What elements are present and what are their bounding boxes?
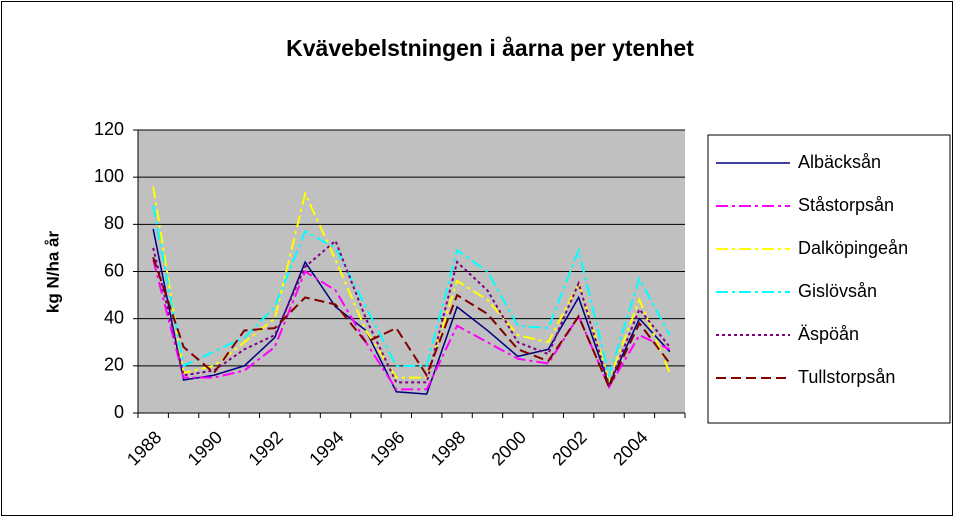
- y-tick-label: 80: [104, 213, 124, 233]
- y-tick-label: 60: [104, 260, 124, 280]
- series-line: [152, 205, 671, 379]
- y-tick-label: 0: [114, 402, 124, 422]
- legend-label: Albäcksån: [798, 152, 881, 172]
- legend-label: Ståstorpsån: [798, 195, 894, 215]
- legend: [707, 134, 951, 424]
- legend-label: Äspöån: [798, 324, 859, 344]
- y-tick-label: 40: [104, 307, 124, 327]
- series-line: [152, 257, 671, 390]
- legend-label: Tullstorpsån: [798, 367, 895, 387]
- legend-label: Gislövsån: [798, 281, 877, 301]
- y-tick-label: 100: [94, 166, 124, 186]
- legend-label: Dalköpingeån: [798, 238, 908, 258]
- chart-title: Kvävebelstningen i åarna per ytenhet: [286, 35, 694, 61]
- series-line: [152, 228, 671, 395]
- series-line: [152, 239, 671, 388]
- y-tick-label: 120: [94, 119, 124, 139]
- y-axis-label: kg N/ha år: [43, 231, 62, 314]
- y-tick-label: 20: [104, 355, 124, 375]
